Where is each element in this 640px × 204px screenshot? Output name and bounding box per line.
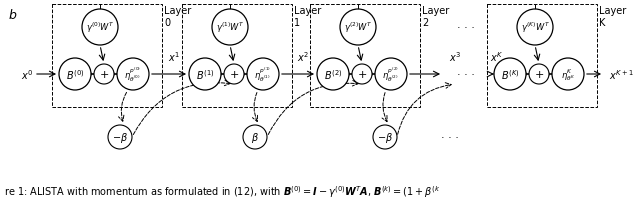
Text: · · ·: · · · xyxy=(441,132,459,142)
Circle shape xyxy=(352,65,372,85)
Text: +: + xyxy=(534,70,544,80)
Text: Layer
0: Layer 0 xyxy=(164,6,191,28)
Text: $x^3$: $x^3$ xyxy=(449,50,461,64)
Text: $\eta_{\theta^{(2)}}^{p^{(2)}}$: $\eta_{\theta^{(2)}}^{p^{(2)}}$ xyxy=(382,65,399,84)
Text: Layer
K: Layer K xyxy=(599,6,627,28)
Circle shape xyxy=(247,59,279,91)
Circle shape xyxy=(529,65,549,85)
Text: $b$: $b$ xyxy=(8,8,17,22)
Circle shape xyxy=(117,59,149,91)
Text: +: + xyxy=(229,70,239,80)
Circle shape xyxy=(373,125,397,149)
Circle shape xyxy=(494,59,526,91)
Text: $x^2$: $x^2$ xyxy=(297,50,309,64)
Text: $x^0$: $x^0$ xyxy=(20,68,33,82)
Text: $\gamma^{(K)}W^T$: $\gamma^{(K)}W^T$ xyxy=(520,21,550,35)
Circle shape xyxy=(212,10,248,46)
Text: $\eta_{\theta^{(0)}}^{p^{(0)}}$: $\eta_{\theta^{(0)}}^{p^{(0)}}$ xyxy=(124,65,141,84)
Text: $\eta_{\theta^K}^K$: $\eta_{\theta^K}^K$ xyxy=(561,67,575,82)
Text: $x^{K+1}$: $x^{K+1}$ xyxy=(609,68,634,82)
Text: · · ·: · · · xyxy=(457,23,475,33)
Circle shape xyxy=(317,59,349,91)
Text: $\gamma^{(2)}W^T$: $\gamma^{(2)}W^T$ xyxy=(344,21,372,35)
Circle shape xyxy=(243,125,267,149)
Text: $-\beta$: $-\beta$ xyxy=(377,130,393,144)
Text: $x^1$: $x^1$ xyxy=(168,50,180,64)
Text: $\gamma^{(1)}W^T$: $\gamma^{(1)}W^T$ xyxy=(216,21,244,35)
Circle shape xyxy=(552,59,584,91)
Text: Layer
1: Layer 1 xyxy=(294,6,321,28)
Circle shape xyxy=(108,125,132,149)
Text: +: + xyxy=(99,70,109,80)
Text: re 1: ALISTA with momentum as formulated in (12), with $\boldsymbol{B}^{(0)} = \: re 1: ALISTA with momentum as formulated… xyxy=(4,183,440,199)
Circle shape xyxy=(82,10,118,46)
Text: $B^{(1)}$: $B^{(1)}$ xyxy=(196,68,214,82)
Text: Layer
2: Layer 2 xyxy=(422,6,449,28)
Circle shape xyxy=(94,65,114,85)
Text: $-\beta$: $-\beta$ xyxy=(112,130,128,144)
Text: $B^{(2)}$: $B^{(2)}$ xyxy=(324,68,342,82)
Text: $\eta_{\theta^{(1)}}^{p^{(1)}}$: $\eta_{\theta^{(1)}}^{p^{(1)}}$ xyxy=(254,65,271,84)
Text: +: + xyxy=(357,70,367,80)
Text: · · ·: · · · xyxy=(457,70,475,80)
Text: $x^K$: $x^K$ xyxy=(490,50,504,64)
Circle shape xyxy=(224,65,244,85)
Text: $\beta$: $\beta$ xyxy=(251,130,259,144)
Circle shape xyxy=(189,59,221,91)
Text: $B^{(K)}$: $B^{(K)}$ xyxy=(500,68,519,82)
Circle shape xyxy=(340,10,376,46)
Circle shape xyxy=(375,59,407,91)
Text: $\gamma^{(0)}W^T$: $\gamma^{(0)}W^T$ xyxy=(86,21,115,35)
Circle shape xyxy=(517,10,553,46)
Circle shape xyxy=(59,59,91,91)
Text: $B^{(0)}$: $B^{(0)}$ xyxy=(66,68,84,82)
